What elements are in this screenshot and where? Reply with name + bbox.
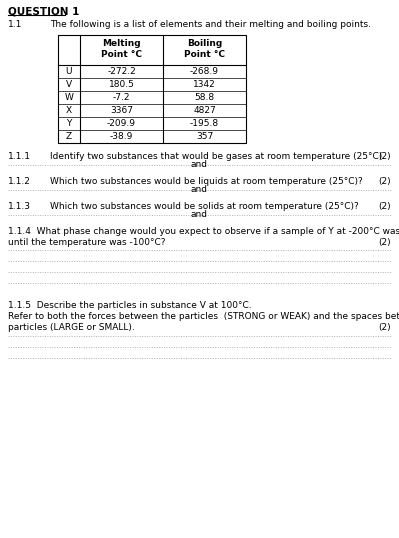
Text: 4827: 4827 (193, 106, 216, 115)
Text: -272.2: -272.2 (107, 67, 136, 76)
Text: -7.2: -7.2 (113, 93, 130, 102)
Text: and: and (190, 185, 207, 194)
Text: W: W (65, 93, 73, 102)
Text: X: X (66, 106, 72, 115)
Text: -38.9: -38.9 (110, 132, 133, 141)
Text: 1.1.1: 1.1.1 (8, 152, 31, 161)
Bar (58, 35, 246, 143)
Text: particles (LARGE or SMALL).: particles (LARGE or SMALL). (8, 323, 135, 332)
Text: QUESTION 1: QUESTION 1 (8, 6, 79, 16)
Text: 1.1.2: 1.1.2 (8, 177, 31, 186)
Text: -268.9: -268.9 (190, 67, 219, 76)
Text: 1.1.3: 1.1.3 (8, 202, 31, 211)
Text: (2): (2) (378, 202, 391, 211)
Text: Melting
Point °C: Melting Point °C (101, 39, 142, 59)
Text: and: and (190, 210, 207, 219)
Text: Y: Y (66, 119, 72, 128)
Text: U: U (66, 67, 72, 76)
Text: 1.1.4  What phase change would you expect to observe if a sample of Y at -200°C : 1.1.4 What phase change would you expect… (8, 227, 399, 236)
Text: 357: 357 (196, 132, 213, 141)
Text: Z: Z (66, 132, 72, 141)
Text: (2): (2) (378, 152, 391, 161)
Text: V: V (66, 80, 72, 89)
Text: The following is a list of elements and their melting and boiling points.: The following is a list of elements and … (50, 20, 371, 29)
Text: 180.5: 180.5 (109, 80, 134, 89)
Text: (2): (2) (378, 323, 391, 332)
Text: Identify two substances that would be gases at room temperature (25°C).: Identify two substances that would be ga… (50, 152, 385, 161)
Text: Refer to both the forces between the particles  (STRONG or WEAK) and the spaces : Refer to both the forces between the par… (8, 312, 399, 321)
Text: Which two substances would be liquids at room temperature (25°C)?: Which two substances would be liquids at… (50, 177, 363, 186)
Text: 58.8: 58.8 (194, 93, 215, 102)
Text: -195.8: -195.8 (190, 119, 219, 128)
Text: and: and (190, 160, 207, 169)
Text: until the temperature was -100°C?: until the temperature was -100°C? (8, 238, 166, 247)
Text: 3367: 3367 (110, 106, 133, 115)
Text: 1.1.5  Describe the particles in substance V at 100°C.: 1.1.5 Describe the particles in substanc… (8, 301, 252, 310)
Text: Which two substances would be solids at room temperature (25°C)?: Which two substances would be solids at … (50, 202, 359, 211)
Text: (2): (2) (378, 177, 391, 186)
Text: 1.1: 1.1 (8, 20, 22, 29)
Text: -209.9: -209.9 (107, 119, 136, 128)
Text: Boiling
Point °C: Boiling Point °C (184, 39, 225, 59)
Text: (2): (2) (378, 238, 391, 247)
Text: 1342: 1342 (193, 80, 216, 89)
